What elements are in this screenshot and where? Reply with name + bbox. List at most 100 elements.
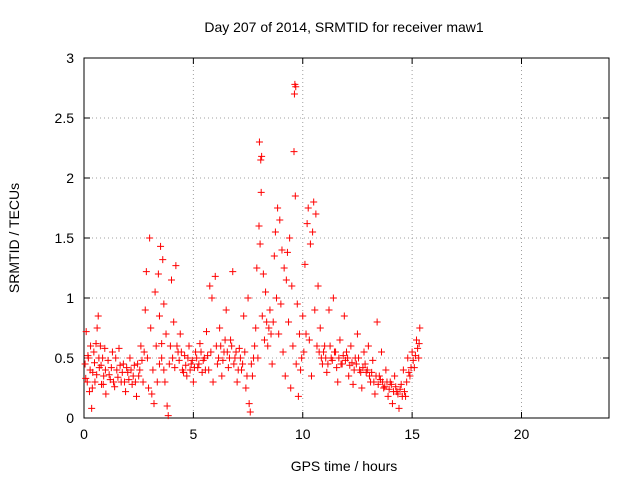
- data-point: [404, 354, 412, 362]
- x-tick-label: 15: [404, 426, 420, 442]
- data-point: [168, 276, 175, 284]
- data-point: [255, 222, 263, 230]
- data-point: [229, 268, 237, 276]
- data-point: [270, 252, 278, 260]
- data-point: [111, 383, 119, 391]
- data-point: [364, 342, 372, 350]
- data-point: [97, 361, 105, 369]
- x-tick-label: 5: [189, 426, 197, 442]
- data-point: [162, 330, 170, 338]
- data-point: [224, 364, 232, 372]
- data-point: [92, 340, 100, 348]
- data-point: [149, 366, 157, 374]
- data-point: [395, 404, 403, 412]
- data-point: [190, 364, 198, 372]
- data-point: [100, 372, 108, 380]
- data-point: [350, 366, 358, 374]
- data-point: [396, 385, 404, 393]
- data-point: [298, 354, 306, 362]
- data-point: [258, 152, 266, 160]
- data-point: [157, 242, 165, 250]
- data-point: [310, 198, 318, 206]
- data-point: [390, 388, 398, 396]
- data-point: [175, 356, 183, 364]
- data-point: [253, 264, 261, 272]
- data-point: [311, 306, 319, 314]
- data-point: [165, 360, 173, 368]
- data-point: [368, 368, 376, 376]
- data-point: [414, 344, 422, 352]
- data-point: [150, 400, 158, 408]
- data-point: [86, 366, 94, 374]
- data-points: [81, 80, 424, 420]
- data-point: [96, 342, 104, 350]
- data-point: [411, 352, 419, 360]
- data-point: [116, 361, 124, 369]
- data-point: [360, 348, 368, 356]
- data-point: [146, 234, 154, 242]
- data-point: [413, 336, 420, 344]
- data-point: [374, 380, 382, 388]
- data-point: [282, 276, 290, 284]
- data-point: [158, 354, 166, 362]
- data-point: [267, 330, 275, 338]
- data-point: [291, 192, 299, 200]
- data-point: [264, 342, 272, 350]
- data-point: [370, 378, 378, 386]
- data-point: [145, 384, 153, 392]
- y-tick-label: 2.5: [55, 110, 75, 126]
- data-point: [160, 366, 168, 374]
- data-point: [119, 360, 127, 368]
- data-point: [115, 344, 123, 352]
- data-point: [384, 392, 392, 400]
- data-point: [154, 270, 162, 278]
- data-point: [324, 360, 332, 368]
- data-point: [403, 378, 411, 386]
- data-point: [373, 318, 381, 326]
- data-point: [173, 342, 181, 350]
- y-axis-label: SRMTID / TECUs: [6, 183, 22, 293]
- x-tick-label: 10: [295, 426, 311, 442]
- data-point: [316, 324, 324, 332]
- data-point: [407, 364, 415, 372]
- data-point: [187, 360, 195, 368]
- data-point: [160, 300, 168, 308]
- data-point: [280, 264, 288, 272]
- data-point: [155, 312, 163, 320]
- data-point: [143, 354, 151, 362]
- data-point: [213, 360, 221, 368]
- data-point: [415, 340, 423, 348]
- data-point: [323, 368, 331, 376]
- data-point: [105, 371, 113, 379]
- data-point: [189, 378, 197, 386]
- data-point: [236, 354, 244, 362]
- data-point: [129, 372, 137, 380]
- data-point: [134, 360, 142, 368]
- data-point: [397, 380, 405, 388]
- data-point: [257, 156, 265, 164]
- data-point: [378, 348, 385, 356]
- data-point: [83, 378, 91, 386]
- data-point: [233, 378, 241, 386]
- data-point: [138, 356, 146, 364]
- data-point: [82, 374, 90, 382]
- data-point: [87, 342, 95, 350]
- data-point: [301, 260, 309, 268]
- y-tick-labels: 0 0.5 1 1.5 2 2.5 3: [55, 50, 75, 426]
- data-point: [365, 372, 373, 380]
- data-point: [277, 300, 285, 308]
- data-point: [158, 340, 166, 348]
- data-point: [257, 188, 265, 196]
- data-point: [208, 294, 216, 302]
- data-point: [235, 344, 243, 352]
- data-point: [104, 356, 112, 364]
- data-point: [265, 324, 273, 332]
- data-point: [391, 372, 399, 380]
- data-point: [252, 324, 260, 332]
- data-point: [326, 342, 334, 350]
- data-point: [211, 272, 219, 280]
- data-point: [95, 354, 103, 362]
- data-point: [312, 210, 320, 218]
